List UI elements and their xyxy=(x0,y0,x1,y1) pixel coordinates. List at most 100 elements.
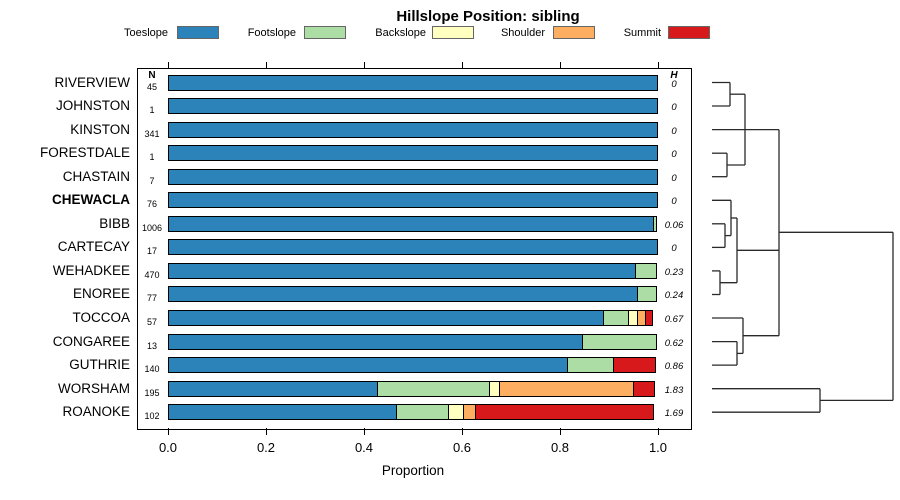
top-axis-tick xyxy=(658,62,659,68)
legend-swatch xyxy=(553,26,595,39)
bar-segment-toeslope xyxy=(168,145,658,162)
x-axis-title: Proportion xyxy=(381,463,445,478)
n-value: 195 xyxy=(144,387,160,398)
bar-segment-footslope xyxy=(635,262,657,279)
x-axis-tick-label: 0.2 xyxy=(256,440,276,455)
top-axis-tick xyxy=(462,62,463,68)
legend-label: Backslope xyxy=(375,27,426,39)
x-axis-tick-label: 0.4 xyxy=(354,440,374,455)
x-axis-tick xyxy=(658,428,659,435)
bar-segment-summit xyxy=(645,310,653,326)
legend-swatch xyxy=(668,26,710,39)
h-value: 0.23 xyxy=(664,266,684,278)
row-label: CONGAREE xyxy=(52,333,130,349)
legend: Toeslope Footslope Backslope Shoulder Summit xyxy=(0,26,900,42)
legend-label: Toeslope xyxy=(123,27,168,39)
x-axis-tick xyxy=(168,428,169,435)
bar-row xyxy=(168,262,657,279)
h-value: 1.83 xyxy=(664,384,684,396)
legend-swatch xyxy=(177,26,219,39)
bar-row xyxy=(168,380,655,397)
row-label: CARTECAY xyxy=(57,239,130,255)
h-value: 0 xyxy=(671,125,677,137)
row-label: BIBB xyxy=(99,215,130,231)
legend-swatch xyxy=(432,26,474,39)
top-axis-tick xyxy=(168,62,169,68)
bar-row xyxy=(168,168,658,185)
bar-row xyxy=(168,310,653,326)
legend-swatch xyxy=(304,26,346,39)
row-label: CHASTAIN xyxy=(62,168,130,184)
n-value: 1 xyxy=(149,152,155,163)
h-value: 1.69 xyxy=(664,408,684,420)
x-axis-tick xyxy=(462,428,463,435)
row-label: KINSTON xyxy=(70,121,130,137)
n-value: 470 xyxy=(144,269,160,280)
bar-segment-toeslope xyxy=(168,192,658,209)
h-value: 0.62 xyxy=(664,337,684,349)
bar-segment-summit xyxy=(633,380,655,397)
x-axis-tick xyxy=(560,428,561,435)
bar-row xyxy=(168,215,657,232)
bar-row xyxy=(168,239,658,256)
n-column-header: N xyxy=(148,70,156,81)
bar-row xyxy=(168,145,658,162)
bar-segment-toeslope xyxy=(168,74,658,91)
chart-title: Hillslope Position: sibling xyxy=(396,8,580,25)
h-value: 0 xyxy=(671,102,677,114)
n-value: 1 xyxy=(149,105,155,116)
x-axis-tick xyxy=(266,428,267,435)
h-value: 0 xyxy=(671,172,677,184)
bar-segment-toeslope xyxy=(168,98,658,115)
n-value: 140 xyxy=(144,364,160,375)
row-label: FORESTDALE xyxy=(39,145,130,161)
n-value: 77 xyxy=(146,293,157,304)
n-value: 7 xyxy=(149,175,155,186)
bar-segment-toeslope xyxy=(168,168,658,185)
bar-row xyxy=(168,121,658,138)
n-value: 45 xyxy=(146,81,157,92)
h-value: 0 xyxy=(671,243,677,255)
h-value: 0 xyxy=(671,78,677,90)
legend-label: Footslope xyxy=(247,27,296,39)
bar-segment-summit xyxy=(613,357,656,374)
bar-row xyxy=(168,286,657,303)
bar-row xyxy=(168,333,657,350)
bar-row xyxy=(168,404,654,421)
n-value: 17 xyxy=(146,246,157,257)
h-value: 0.67 xyxy=(664,314,684,325)
bar-row xyxy=(168,74,658,91)
h-value: 0.06 xyxy=(664,219,684,231)
h-column-header: H xyxy=(670,70,678,81)
x-axis-tick xyxy=(364,428,365,435)
row-label: GUTHRIE xyxy=(69,357,130,373)
legend-label: Summit xyxy=(623,27,661,39)
x-axis-tick-label: 0.6 xyxy=(452,440,472,455)
row-label: JOHNSTON xyxy=(55,98,130,114)
bar-segment-toeslope xyxy=(168,239,658,256)
h-value: 0 xyxy=(671,149,677,161)
bar-row xyxy=(168,98,658,115)
h-value: 0 xyxy=(671,196,677,208)
bar-row xyxy=(168,357,656,374)
legend-label: Shoulder xyxy=(500,27,545,39)
top-axis-tick xyxy=(560,62,561,68)
row-label: RIVERVIEW xyxy=(54,74,130,90)
row-label: ROANOKE xyxy=(62,404,130,420)
top-axis-tick xyxy=(364,62,365,68)
h-value: 0.86 xyxy=(664,361,684,373)
h-value: 0.24 xyxy=(664,290,684,302)
bar-segment-footslope xyxy=(653,215,657,232)
x-axis-tick-label: 0.8 xyxy=(550,440,570,455)
n-value: 13 xyxy=(146,340,157,351)
n-value: 102 xyxy=(144,411,160,422)
n-value: 341 xyxy=(144,128,160,139)
bar-segment-toeslope xyxy=(168,121,658,138)
bar-row xyxy=(168,192,658,209)
row-label: WEHADKEE xyxy=(52,262,130,278)
bar-segment-footslope xyxy=(582,333,657,350)
n-value: 1006 xyxy=(141,222,163,233)
bar-segment-summit xyxy=(475,404,654,421)
